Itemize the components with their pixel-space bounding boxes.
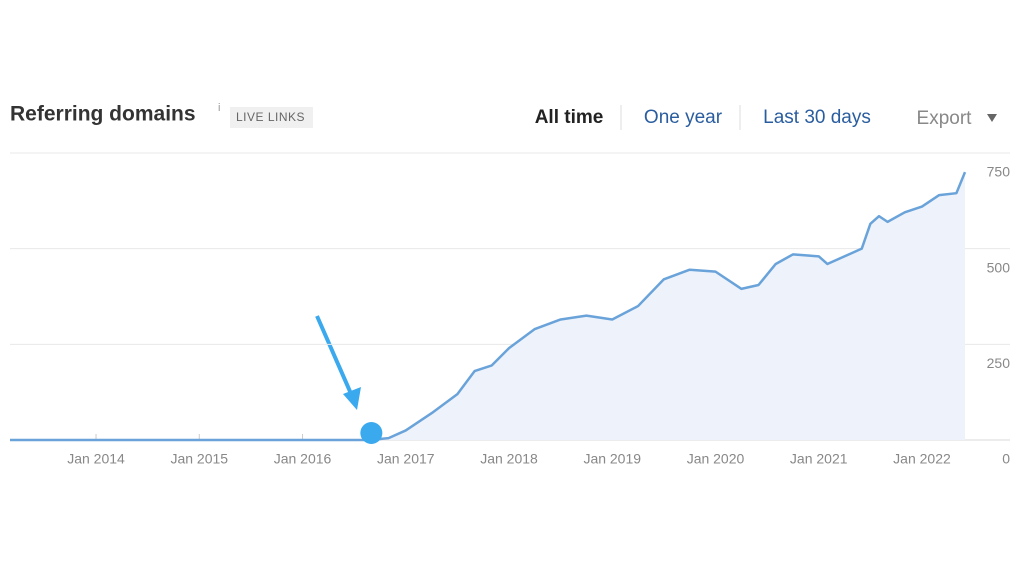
x-tick-label: Jan 2021 (790, 451, 848, 467)
tab[interactable]: All time (535, 107, 604, 128)
badge-bg (230, 107, 313, 128)
x-tick-label: Jan 2015 (170, 451, 228, 467)
export-button[interactable]: Export (917, 108, 973, 129)
info-icon[interactable]: i (218, 102, 220, 114)
tab[interactable]: One year (644, 107, 723, 128)
export-caret[interactable] (987, 114, 997, 122)
annotation-arrow (315, 315, 354, 397)
x-tick-label: Jan 2017 (377, 451, 435, 467)
x-tick-label: Jan 2022 (893, 451, 951, 467)
y-tick-label: 500 (987, 259, 1011, 275)
annotation-arrowhead (343, 387, 361, 410)
line (10, 171, 967, 442)
y-tick-label: 750 (987, 164, 1011, 180)
x-tick-label: Jan 2020 (687, 451, 745, 467)
x-tick-label: Jan 2018 (480, 451, 538, 467)
y-tick-label: 0 (1002, 451, 1010, 467)
x-tick-label: Jan 2016 (274, 451, 332, 467)
tab[interactable]: Last 30 days (763, 107, 871, 128)
y-tick-label: 250 (987, 355, 1011, 371)
chart-title: Referring domains (10, 103, 196, 126)
x-tick-label: Jan 2014 (67, 451, 125, 467)
area (10, 172, 965, 440)
badge: LIVE LINKS (236, 110, 305, 124)
x-tick-label: Jan 2019 (583, 451, 641, 467)
highlight-dot (360, 422, 383, 444)
